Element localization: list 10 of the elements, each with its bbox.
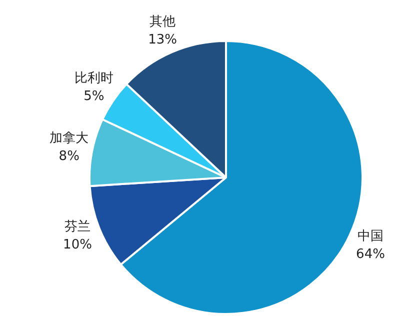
data-label: 8%	[58, 148, 80, 164]
slice-label: 比利时	[74, 71, 114, 86]
slice-label: 其他	[150, 14, 176, 30]
slice-label: 芬兰	[64, 220, 91, 235]
slice-label: 加拿大	[50, 130, 89, 146]
data-label: 64%	[356, 246, 385, 262]
slice-label: 中国	[358, 228, 384, 244]
data-label: 13%	[148, 32, 178, 48]
data-label: 5%	[84, 89, 104, 104]
data-label: 10%	[63, 238, 92, 253]
